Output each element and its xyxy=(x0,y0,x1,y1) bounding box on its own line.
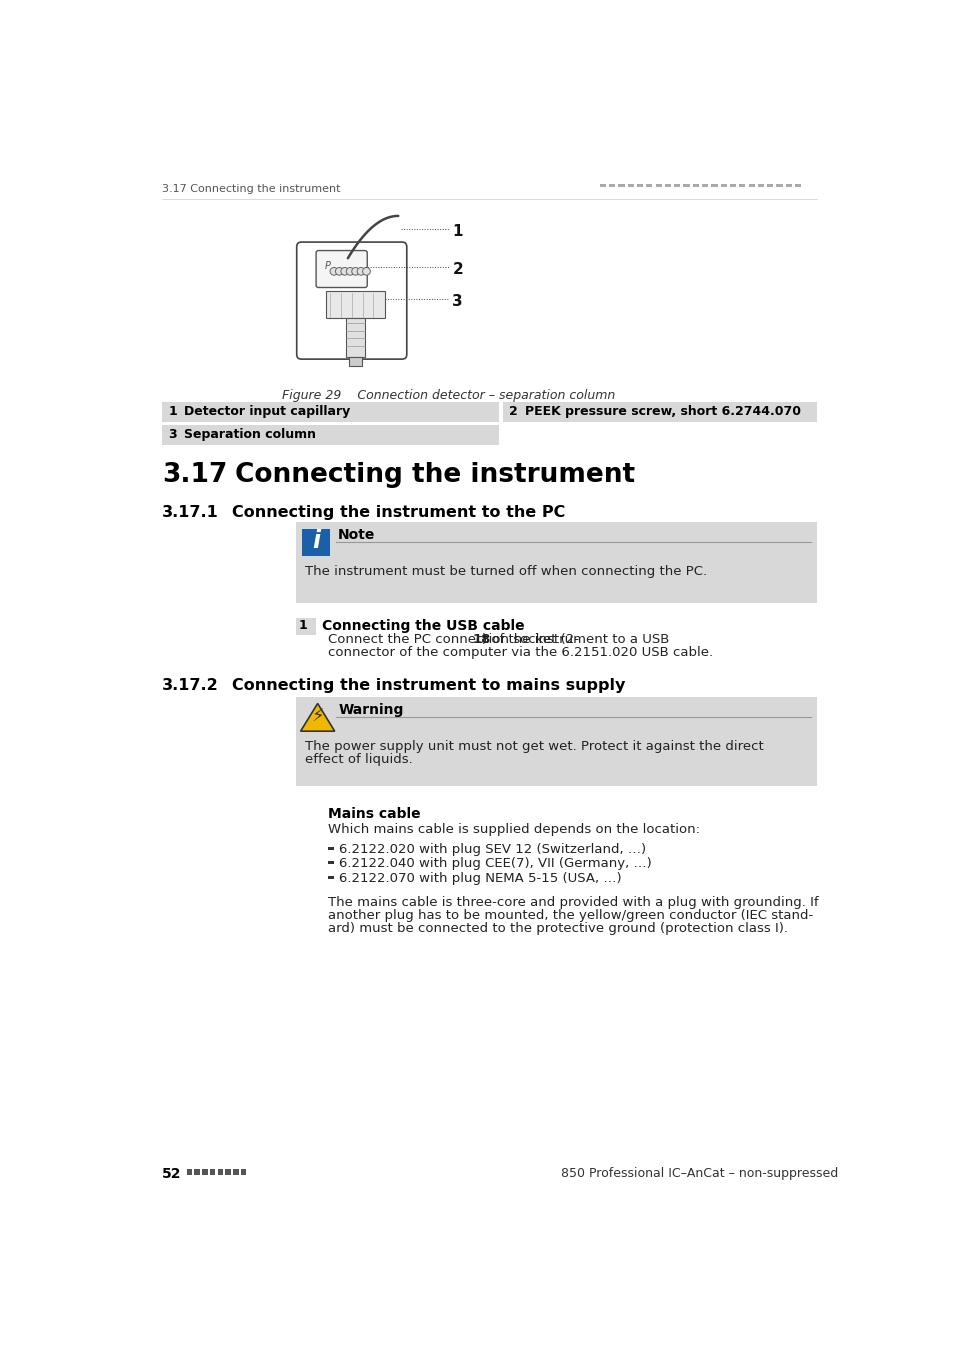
Bar xyxy=(302,528,330,556)
Bar xyxy=(502,402,816,423)
Text: Connecting the instrument to the PC: Connecting the instrument to the PC xyxy=(232,505,564,520)
Text: Detector input capillary: Detector input capillary xyxy=(183,405,350,418)
Text: 3: 3 xyxy=(168,428,176,441)
Text: 1: 1 xyxy=(298,620,308,632)
Bar xyxy=(711,184,717,188)
Text: ⚡: ⚡ xyxy=(311,709,324,726)
Text: ard) must be connected to the protective ground (protection class I).: ard) must be connected to the protective… xyxy=(328,922,788,936)
Text: PEEK pressure screw, short 6.2744.070: PEEK pressure screw, short 6.2744.070 xyxy=(524,405,800,418)
Text: Connecting the USB cable: Connecting the USB cable xyxy=(322,620,524,633)
Circle shape xyxy=(335,267,343,275)
Bar xyxy=(682,184,689,188)
Text: connector of the computer via the 6.2151.020 USB cable.: connector of the computer via the 6.2151… xyxy=(328,647,713,659)
Text: 850 Professional IC–AnCat – non-suppressed: 850 Professional IC–AnCat – non-suppress… xyxy=(560,1166,838,1180)
Text: 1: 1 xyxy=(168,405,176,418)
Bar xyxy=(785,184,791,188)
Text: Connect the PC connection socket (2-: Connect the PC connection socket (2- xyxy=(328,633,578,647)
Text: 6.2122.040 with plug CEE(7), VII (Germany, …): 6.2122.040 with plug CEE(7), VII (German… xyxy=(339,857,652,871)
Bar xyxy=(233,1169,238,1174)
Text: i: i xyxy=(312,529,320,554)
Text: The instrument must be turned off when connecting the PC.: The instrument must be turned off when c… xyxy=(305,564,706,578)
Bar xyxy=(637,184,642,188)
Bar xyxy=(655,184,661,188)
Circle shape xyxy=(356,267,365,275)
Text: 18: 18 xyxy=(472,633,490,647)
Bar xyxy=(664,184,670,188)
Bar xyxy=(692,184,699,188)
Bar xyxy=(326,292,385,319)
Text: ) of the instrument to a USB: ) of the instrument to a USB xyxy=(482,633,669,647)
Text: 6.2122.070 with plug NEMA 5-15 (USA, …): 6.2122.070 with plug NEMA 5-15 (USA, …) xyxy=(339,872,621,886)
FancyBboxPatch shape xyxy=(296,242,406,359)
Circle shape xyxy=(340,267,348,275)
Bar xyxy=(328,876,334,879)
Text: 3.17.2: 3.17.2 xyxy=(162,678,218,693)
Bar xyxy=(162,425,498,446)
Text: 3.17 Connecting the instrument: 3.17 Connecting the instrument xyxy=(162,184,340,193)
Text: 1: 1 xyxy=(452,224,462,239)
Bar xyxy=(748,184,754,188)
Bar xyxy=(645,184,652,188)
Text: Connecting the instrument to mains supply: Connecting the instrument to mains suppl… xyxy=(232,678,624,693)
Bar xyxy=(328,846,334,849)
Bar xyxy=(776,184,781,188)
Text: Which mains cable is supplied depends on the location:: Which mains cable is supplied depends on… xyxy=(328,822,700,836)
Text: Figure 29    Connection detector – separation column: Figure 29 Connection detector – separati… xyxy=(282,389,615,402)
Text: Mains cable: Mains cable xyxy=(328,807,420,821)
Bar xyxy=(757,184,763,188)
Bar xyxy=(618,184,624,188)
Circle shape xyxy=(362,267,370,275)
Bar xyxy=(194,1169,199,1174)
Bar xyxy=(729,184,736,188)
Bar xyxy=(328,861,334,864)
Bar xyxy=(295,522,816,603)
Text: 2: 2 xyxy=(509,405,517,418)
Bar xyxy=(599,184,605,188)
Bar xyxy=(202,1169,208,1174)
Bar xyxy=(739,184,744,188)
FancyBboxPatch shape xyxy=(315,251,367,288)
Bar xyxy=(720,184,726,188)
Text: 6.2122.020 with plug SEV 12 (Switzerland, …): 6.2122.020 with plug SEV 12 (Switzerland… xyxy=(339,842,646,856)
Bar xyxy=(608,184,615,188)
Bar xyxy=(701,184,707,188)
Text: Note: Note xyxy=(337,528,375,541)
Text: 2: 2 xyxy=(452,262,463,277)
Polygon shape xyxy=(300,703,335,732)
Text: Connecting the instrument: Connecting the instrument xyxy=(235,462,635,489)
Circle shape xyxy=(330,267,337,275)
Text: 3: 3 xyxy=(452,294,462,309)
Bar xyxy=(627,184,633,188)
Text: 3.17: 3.17 xyxy=(162,462,227,489)
Bar xyxy=(794,184,801,188)
Text: effect of liquids.: effect of liquids. xyxy=(305,752,413,765)
Bar xyxy=(295,618,315,634)
Bar xyxy=(674,184,679,188)
Text: Warning: Warning xyxy=(338,702,403,717)
Text: Separation column: Separation column xyxy=(183,428,315,441)
Circle shape xyxy=(346,267,354,275)
Text: The power supply unit must not get wet. Protect it against the direct: The power supply unit must not get wet. … xyxy=(305,740,763,752)
Bar xyxy=(187,1169,192,1174)
Bar xyxy=(225,1169,231,1174)
Text: another plug has to be mounted, the yellow/green conductor (IEC stand-: another plug has to be mounted, the yell… xyxy=(328,909,813,922)
Bar xyxy=(295,697,816,786)
Bar xyxy=(210,1169,215,1174)
Text: The mains cable is three-core and provided with a plug with grounding. If: The mains cable is three-core and provid… xyxy=(328,896,819,909)
Bar xyxy=(346,319,365,356)
Circle shape xyxy=(352,267,359,275)
Bar xyxy=(162,402,498,423)
Text: 3.17.1: 3.17.1 xyxy=(162,505,218,520)
Bar xyxy=(766,184,773,188)
Text: P: P xyxy=(324,261,330,270)
Bar xyxy=(217,1169,223,1174)
Bar xyxy=(241,1169,246,1174)
Text: 52: 52 xyxy=(162,1166,181,1181)
Bar xyxy=(349,356,361,366)
